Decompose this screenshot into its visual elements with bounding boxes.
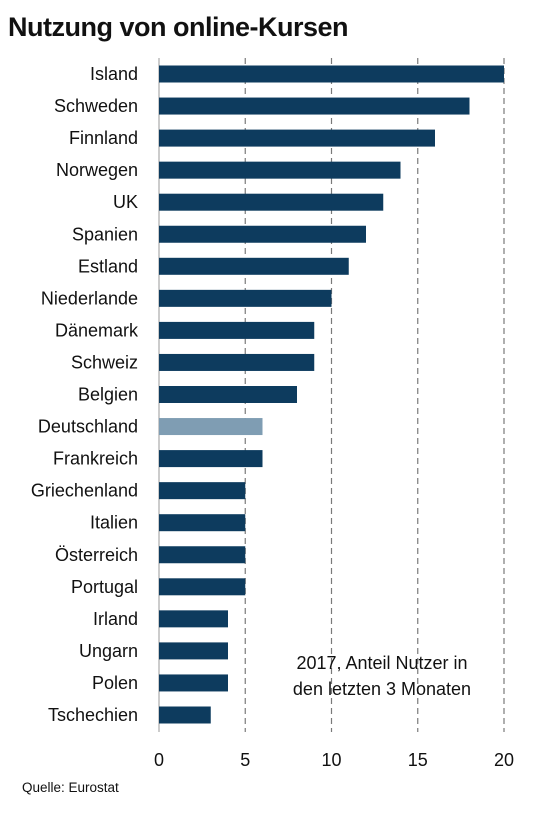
category-label-frankreich: Frankreich <box>53 449 138 469</box>
bar-griechenland <box>159 482 246 500</box>
category-label-estland: Estland <box>78 256 138 276</box>
chart-annotation: 2017, Anteil Nutzer in den letzten 3 Mon… <box>262 650 502 702</box>
category-label-schweiz: Schweiz <box>71 352 138 372</box>
bar-ungarn <box>159 642 228 660</box>
annotation-line-1: 2017, Anteil Nutzer in <box>296 653 468 673</box>
category-label-layer: Island Schweden Finnland Norwegen UK Spanien E… <box>31 64 139 725</box>
bar-estland <box>159 257 349 275</box>
x-tick-label-0: 0 <box>154 750 164 770</box>
x-tick-label-15: 15 <box>408 750 428 770</box>
bar-österreich <box>159 546 246 564</box>
category-label-österreich: Österreich <box>55 545 138 565</box>
x-tick-label-5: 5 <box>240 750 250 770</box>
bar-italien <box>159 514 246 532</box>
bar-schweiz <box>159 353 315 371</box>
category-label-polen: Polen <box>92 673 138 693</box>
bar-island <box>159 65 504 83</box>
bar-belgien <box>159 386 297 403</box>
bar-finnland <box>159 129 435 147</box>
tick-label-layer: 0 5 10 15 20 <box>154 750 514 770</box>
category-label-dänemark: Dänemark <box>55 320 139 340</box>
x-tick-label-20: 20 <box>494 750 514 770</box>
category-label-italien: Italien <box>90 513 138 533</box>
category-label-irland: Irland <box>93 609 138 629</box>
bar-schweden <box>159 97 470 115</box>
bar-spanien <box>159 225 366 243</box>
annotation-line-2: den letzten 3 Monaten <box>292 679 472 699</box>
bar-tschechien <box>159 706 211 724</box>
chart-title: Nutzung von online-Kursen <box>8 12 348 42</box>
category-label-belgien: Belgien <box>78 385 138 405</box>
category-label-deutschland: Deutschland <box>38 417 138 437</box>
category-label-island: Island <box>90 64 138 84</box>
category-label-ungarn: Ungarn <box>79 641 138 661</box>
bar-polen <box>159 674 228 692</box>
bar-uk <box>159 193 384 211</box>
bar-dänemark <box>159 321 315 339</box>
bar-norwegen <box>159 161 401 179</box>
bar-portugal <box>159 578 246 596</box>
source-note: Quelle: Eurostat <box>22 780 119 795</box>
category-label-tschechien: Tschechien <box>48 705 138 725</box>
category-label-norwegen: Norwegen <box>56 160 138 180</box>
x-tick-label-10: 10 <box>321 750 341 770</box>
category-label-uk: UK <box>113 192 138 212</box>
bar-irland <box>159 610 228 628</box>
category-label-portugal: Portugal <box>71 577 138 597</box>
category-label-spanien: Spanien <box>72 224 138 244</box>
category-label-niederlande: Niederlande <box>41 288 138 308</box>
category-label-schweden: Schweden <box>54 96 138 116</box>
bar-deutschland <box>159 418 263 436</box>
category-label-griechenland: Griechenland <box>31 481 138 501</box>
bar-niederlande <box>159 289 332 307</box>
bar-layer <box>159 65 504 724</box>
bar-frankreich <box>159 450 263 468</box>
category-label-finnland: Finnland <box>69 128 138 148</box>
